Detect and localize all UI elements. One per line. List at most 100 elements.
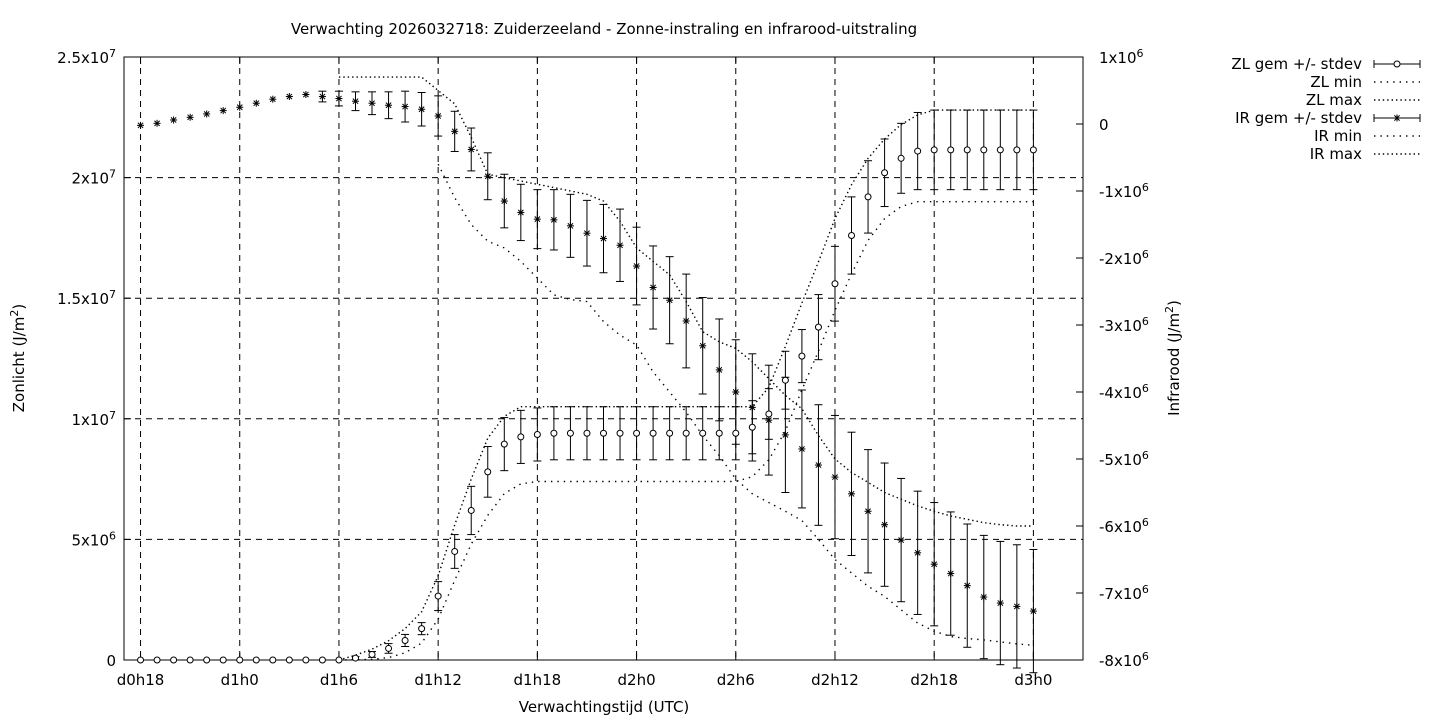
- line-ir-min: [437, 163, 1034, 646]
- point-ir: [600, 235, 607, 243]
- y-axis-label-left: Zonlicht (J/m2): [8, 304, 28, 413]
- x-tick-label: d1h12: [414, 671, 462, 689]
- point-ir: [401, 103, 409, 111]
- point-ir: [980, 593, 988, 601]
- point-ir: [418, 105, 426, 113]
- point-zl: [666, 429, 674, 437]
- asterisk-stroke: [154, 120, 161, 127]
- point-zl: [252, 656, 260, 664]
- x-tick-label: d2h0: [618, 671, 656, 689]
- point-ir: [848, 490, 856, 498]
- point-zl: [385, 644, 393, 652]
- asterisk-stroke: [815, 462, 822, 468]
- point-ir: [649, 283, 657, 291]
- asterisk-stroke: [236, 104, 243, 111]
- point-ir: [153, 119, 161, 127]
- point-ir: [285, 93, 293, 101]
- point-zl: [269, 656, 277, 664]
- asterisk-stroke: [352, 98, 359, 105]
- asterisk-stroke: [451, 128, 458, 135]
- legend-swatch-asterisk: [1394, 114, 1400, 122]
- y-tick-label-left: 1.5x107: [57, 288, 116, 308]
- point-zl: [550, 429, 558, 437]
- point-zl: [368, 650, 376, 658]
- asterisk-stroke: [253, 100, 260, 107]
- asterisk-stroke: [650, 284, 657, 291]
- asterisk-stroke: [947, 570, 954, 577]
- line-zl-max: [338, 109, 1034, 661]
- asterisk-stroke: [584, 230, 590, 237]
- y-tick-label-right: -8x106: [1099, 650, 1149, 670]
- asterisk-stroke: [567, 222, 574, 229]
- asterisk-stroke: [914, 549, 921, 556]
- y-axis-label-left-sup: 2: [8, 310, 21, 317]
- point-zl: [203, 656, 211, 664]
- point-ir: [1029, 607, 1037, 615]
- y-axis-label-right-text: Infrarood (J/m: [1165, 313, 1183, 416]
- point-zl: [616, 429, 624, 437]
- point-zl: [467, 506, 475, 514]
- point-ir: [533, 215, 541, 223]
- point-ir: [335, 95, 343, 103]
- chart-title: Verwachting 2026032718: Zuiderzeeland - …: [291, 20, 917, 38]
- point-zl: [137, 656, 145, 664]
- point-ir: [451, 127, 459, 135]
- point-zl: [500, 440, 508, 448]
- y-tick-label-left: 1x107: [71, 409, 116, 429]
- y-tick-label-right: -4x106: [1099, 382, 1149, 402]
- asterisk-stroke: [798, 445, 805, 452]
- asterisk-stroke: [600, 235, 607, 242]
- plot-border: [123, 56, 1084, 661]
- point-zl: [517, 433, 525, 441]
- point-zl: [484, 468, 492, 476]
- asterisk-stroke: [369, 100, 375, 107]
- point-zl: [947, 146, 955, 154]
- point-ir: [616, 241, 624, 249]
- asterisk-stroke: [782, 431, 789, 438]
- y-axis-right: 1x106 0 -1x106 -2x106 -3x106 -4x106 -5x106 -6x1…: [1076, 47, 1149, 670]
- asterisk-stroke: [633, 263, 640, 269]
- point-ir: [252, 99, 260, 107]
- asterisk-stroke: [203, 110, 210, 117]
- point-ir: [715, 366, 723, 374]
- series-markers: [137, 91, 1037, 664]
- point-zl: [831, 280, 839, 288]
- point-ir: [434, 112, 442, 120]
- y-axis-label-right-tail: ): [1165, 300, 1183, 306]
- point-ir: [633, 262, 641, 270]
- asterisk-stroke: [666, 297, 673, 304]
- point-ir: [996, 599, 1004, 607]
- asterisk-stroke: [881, 521, 888, 528]
- point-zl: [864, 193, 872, 201]
- asterisk-stroke: [617, 242, 623, 249]
- point-zl: [401, 636, 409, 644]
- point-zl: [186, 656, 194, 664]
- point-zl: [781, 376, 789, 384]
- asterisk-stroke: [220, 107, 227, 114]
- asterisk-stroke: [865, 508, 872, 515]
- point-ir: [484, 172, 492, 180]
- point-zl: [418, 625, 426, 633]
- point-ir: [947, 570, 955, 578]
- point-ir: [682, 317, 690, 325]
- y-tick-label-left: 0: [106, 652, 116, 670]
- y-tick-label-right: -6x106: [1099, 516, 1149, 536]
- asterisk-stroke: [716, 366, 723, 373]
- point-zl: [881, 169, 889, 177]
- point-ir: [930, 560, 938, 568]
- x-tick-label: d3h0: [1014, 671, 1052, 689]
- point-zl: [1029, 146, 1037, 154]
- point-ir: [864, 507, 872, 515]
- point-zl: [732, 429, 740, 437]
- x-tick-label: d2h18: [910, 671, 958, 689]
- asterisk-stroke: [137, 122, 144, 129]
- asterisk-stroke: [468, 146, 475, 153]
- point-zl: [748, 423, 756, 431]
- point-ir: [385, 101, 393, 109]
- asterisk-stroke: [848, 490, 855, 497]
- x-axis: d0h18 d1h0 d1h6 d1h12 d1h18 d2h0 d2h6 d2h12 d2h1…: [117, 57, 1052, 689]
- point-zl: [600, 429, 607, 437]
- point-zl: [170, 656, 178, 664]
